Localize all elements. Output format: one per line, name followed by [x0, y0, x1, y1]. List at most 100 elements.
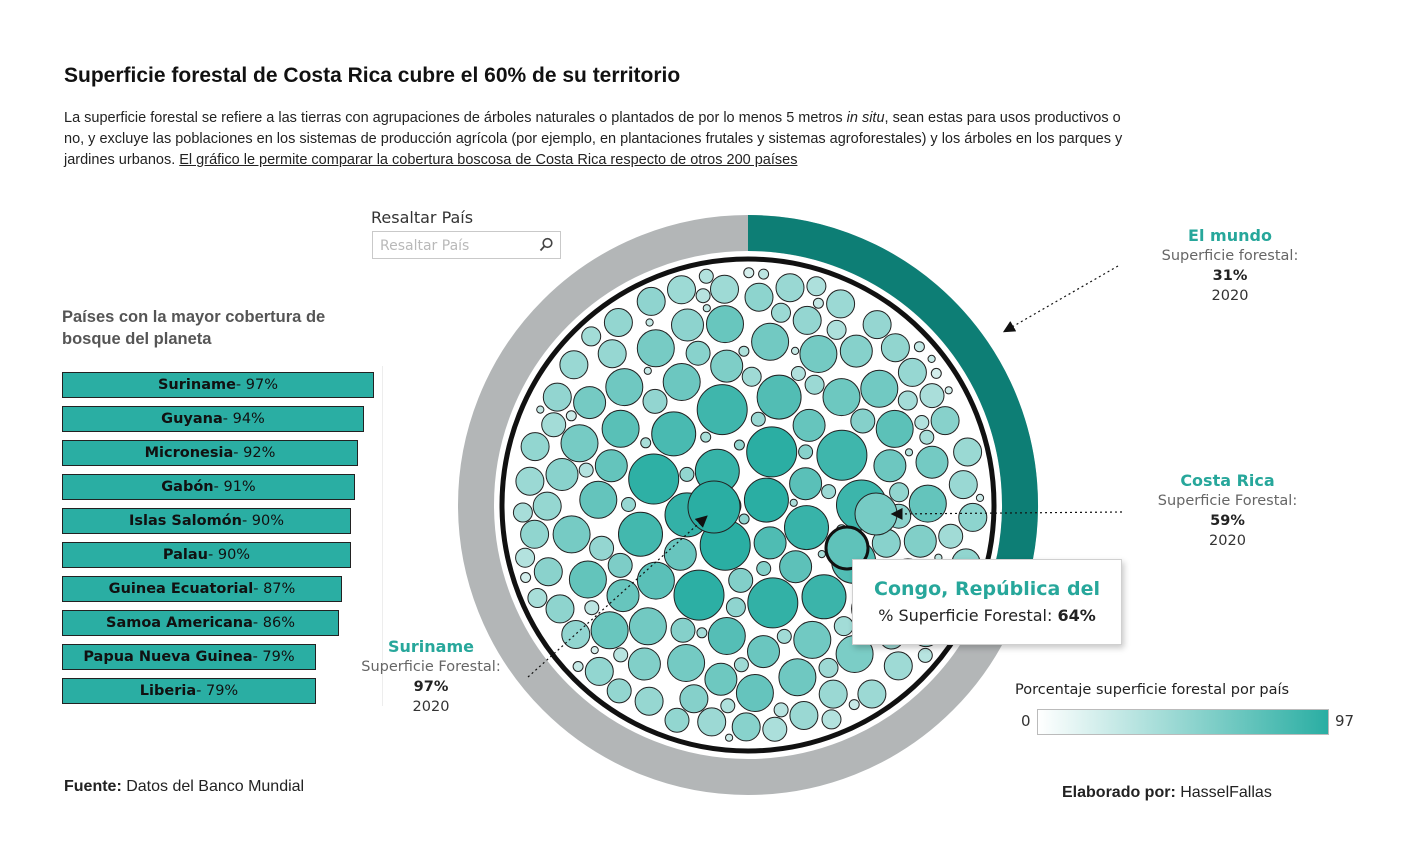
country-bubble[interactable] — [860, 369, 899, 408]
country-bubble[interactable] — [597, 339, 627, 369]
country-bubble[interactable] — [789, 498, 798, 507]
country-bubble[interactable] — [758, 268, 770, 280]
country-bubble[interactable] — [725, 597, 746, 618]
country-bubble[interactable] — [628, 607, 667, 646]
country-bubble[interactable] — [812, 297, 824, 309]
country-bubble[interactable] — [640, 437, 652, 449]
country-bubble[interactable] — [735, 674, 774, 712]
country-bubble[interactable] — [897, 357, 927, 387]
country-bubble[interactable] — [817, 550, 826, 559]
country-bubble[interactable] — [875, 409, 914, 448]
country-bubble[interactable] — [662, 363, 701, 401]
country-bubble[interactable] — [792, 408, 826, 442]
country-bubble[interactable] — [919, 383, 945, 409]
country-bubble[interactable] — [720, 698, 736, 714]
search-input[interactable] — [378, 233, 532, 259]
country-bubble[interactable] — [958, 502, 988, 532]
country-bubble[interactable] — [915, 445, 949, 479]
country-bubble[interactable] — [798, 444, 814, 460]
country-bubble[interactable] — [545, 458, 579, 491]
country-bubble[interactable] — [789, 467, 823, 501]
country-bubble[interactable] — [568, 560, 607, 599]
country-bubble[interactable] — [651, 411, 697, 457]
country-bubble[interactable] — [512, 502, 533, 523]
country-bubble[interactable] — [927, 354, 936, 363]
country-bubble[interactable] — [897, 390, 918, 411]
country-bubble[interactable] — [833, 616, 854, 637]
country-search[interactable] — [372, 231, 561, 259]
country-bubble[interactable] — [696, 627, 708, 639]
country-bubble[interactable] — [572, 661, 584, 672]
country-bubble[interactable] — [747, 577, 799, 629]
country-bubble[interactable] — [738, 513, 750, 525]
country-bubble[interactable] — [634, 686, 664, 716]
country-bubble[interactable] — [541, 412, 567, 438]
country-bubble[interactable] — [913, 341, 925, 353]
country-bubble[interactable] — [883, 651, 913, 681]
bubble-costa-rica[interactable] — [854, 492, 898, 536]
bar-guinea-ecuatorial[interactable]: Guinea Ecuatorial - 87% — [62, 576, 342, 602]
country-bubble[interactable] — [944, 386, 953, 395]
country-bubble[interactable] — [826, 319, 847, 340]
country-bubble[interactable] — [848, 699, 860, 711]
country-bubble[interactable] — [801, 574, 847, 620]
country-bubble[interactable] — [747, 635, 780, 669]
description-link[interactable]: El gráfico le permite comparar la cobert… — [179, 152, 798, 168]
country-bubble[interactable] — [542, 382, 572, 412]
country-bubble[interactable] — [561, 620, 591, 649]
country-bubble[interactable] — [914, 415, 930, 430]
country-bubble[interactable] — [930, 367, 942, 379]
country-bubble[interactable] — [948, 470, 978, 500]
country-bubble[interactable] — [601, 409, 640, 448]
country-bubble[interactable] — [671, 308, 704, 342]
country-bubble[interactable] — [743, 477, 789, 523]
country-bubble[interactable] — [584, 656, 614, 686]
country-bubble[interactable] — [744, 282, 774, 312]
bar-gabón[interactable]: Gabón - 91% — [62, 474, 355, 500]
country-bubble[interactable] — [731, 712, 761, 742]
country-bubble[interactable] — [533, 557, 563, 587]
country-bubble[interactable] — [697, 707, 727, 737]
country-bubble[interactable] — [515, 547, 536, 568]
country-bubble[interactable] — [590, 611, 629, 650]
country-bubble[interactable] — [696, 384, 748, 436]
country-bubble[interactable] — [728, 567, 754, 593]
country-bubble[interactable] — [821, 709, 842, 730]
country-bubble[interactable] — [581, 326, 602, 347]
country-bubble[interactable] — [756, 561, 772, 576]
bubble-congo-highlight[interactable] — [824, 525, 870, 571]
country-bubble[interactable] — [753, 526, 787, 560]
country-bubble[interactable] — [862, 310, 892, 340]
country-bubble[interactable] — [975, 493, 985, 502]
country-bubble[interactable] — [590, 646, 599, 655]
country-bubble[interactable] — [743, 267, 755, 279]
country-bubble[interactable] — [589, 535, 615, 561]
country-bubble[interactable] — [636, 286, 666, 316]
country-bubble[interactable] — [804, 374, 825, 395]
country-bubble[interactable] — [792, 305, 822, 335]
country-bubble[interactable] — [750, 411, 766, 427]
country-bubble[interactable] — [938, 523, 964, 549]
country-bubble[interactable] — [607, 552, 633, 578]
country-bubble[interactable] — [778, 658, 817, 697]
country-bubble[interactable] — [565, 410, 577, 422]
country-bubble[interactable] — [706, 305, 744, 344]
country-bubble[interactable] — [670, 617, 696, 643]
country-bubble[interactable] — [545, 594, 575, 624]
country-bubble[interactable] — [741, 366, 762, 387]
bar-islas-salomón[interactable]: Islas Salomón - 90% — [62, 508, 351, 534]
country-bubble[interactable] — [776, 628, 792, 644]
country-bubble[interactable] — [621, 497, 636, 512]
country-bubble[interactable] — [857, 679, 887, 709]
country-bubble[interactable] — [773, 702, 789, 718]
country-bubble[interactable] — [573, 386, 607, 420]
country-bubble[interactable] — [746, 426, 798, 478]
country-bubble[interactable] — [818, 679, 848, 709]
country-bubble[interactable] — [791, 346, 800, 355]
country-bubble[interactable] — [789, 701, 819, 730]
country-bubble[interactable] — [636, 561, 675, 600]
bubble-suriname[interactable] — [687, 480, 741, 534]
country-bubble[interactable] — [559, 350, 589, 380]
country-bubble[interactable] — [710, 349, 744, 383]
country-bubble[interactable] — [806, 276, 827, 297]
